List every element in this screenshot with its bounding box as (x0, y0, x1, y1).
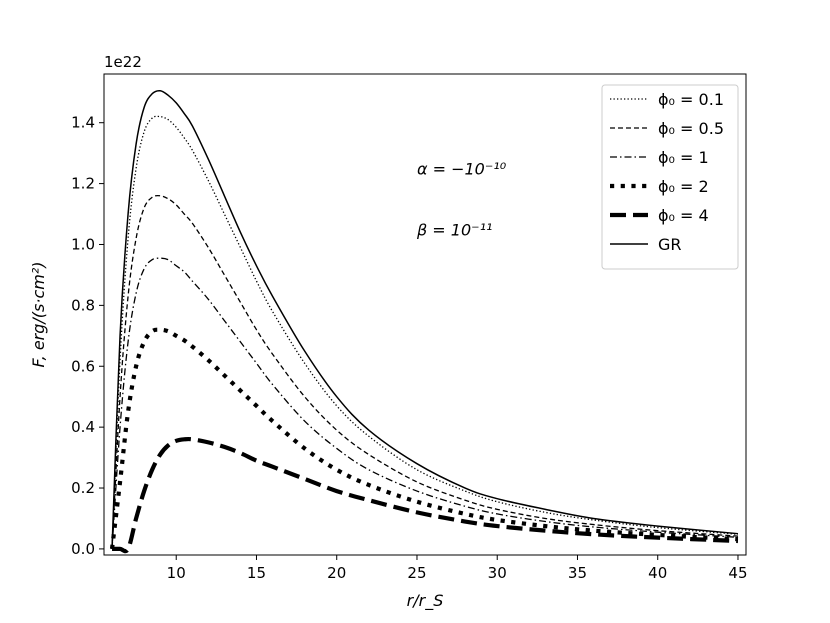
annotation-alpha-text: α = −10⁻¹⁰ (417, 159, 507, 178)
plot-area (109, 89, 739, 554)
y-tick-label: 1.2 (71, 175, 95, 193)
x-tick-label: 40 (648, 564, 667, 582)
series-line-0 (111, 115, 739, 549)
legend-item: ϕ₀ = 2 (610, 177, 709, 196)
legend-item: ϕ₀ = 1 (610, 148, 709, 167)
legend-label: ϕ₀ = 1 (658, 148, 709, 167)
legend-item: GR (610, 235, 682, 254)
legend-item: ϕ₀ = 0.1 (610, 90, 724, 109)
x-tick-label: 20 (327, 564, 346, 582)
legend-label: ϕ₀ = 0.1 (658, 90, 724, 109)
legend: ϕ₀ = 0.1 ϕ₀ = 0.5 ϕ₀ = 1 ϕ₀ = 2 ϕ₀ = 4 GR (601, 84, 739, 270)
series-line-1 (111, 194, 739, 549)
legend-label: ϕ₀ = 0.5 (658, 119, 724, 138)
x-tick-label: 15 (247, 564, 266, 582)
x-tick-label: 10 (167, 564, 186, 582)
y-tick-label: 0.2 (71, 479, 95, 497)
legend-item: ϕ₀ = 0.5 (610, 119, 724, 138)
y-tick-label: 0.8 (71, 296, 95, 314)
plot-frame (103, 73, 747, 556)
legend-label: ϕ₀ = 2 (658, 177, 709, 196)
x-tick-label: 35 (568, 564, 587, 582)
axes: 10 15 20 25 30 35 40 45 0.0 0.2 0.4 0.6 0.8 1.0 1.2 1.4 (71, 73, 748, 582)
legend-label: GR (658, 235, 682, 254)
series-line-2 (111, 257, 739, 549)
y-tick-label: 0.6 (71, 357, 95, 375)
y-tick-label: 1.4 (71, 114, 95, 132)
annotation-beta-text: β = 10⁻¹¹ (416, 220, 492, 239)
series-line-4 (112, 436, 739, 554)
annotation-beta: β = 10⁻¹¹ (416, 220, 492, 239)
legend-box (601, 84, 739, 270)
y-axis-label: F, erg/(s·cm²) (29, 262, 48, 368)
x-tick-label: 25 (407, 564, 426, 582)
legend-item: ϕ₀ = 4 (610, 206, 709, 225)
x-tick-label: 30 (488, 564, 507, 582)
annotation-alpha: α = −10⁻¹⁰ (417, 159, 507, 178)
svg-text:r/r_S: r/r_S (407, 591, 444, 611)
y-tick-label: 1.0 (71, 235, 95, 253)
y-offset-text: 1e22 (104, 53, 142, 71)
x-tick-label: 45 (728, 564, 747, 582)
series-line-5 (111, 89, 739, 549)
y-tick-label: 0.0 (71, 540, 95, 558)
x-axis-label: r/r_S (407, 591, 444, 611)
svg-text:F, erg/(s·cm²): F, erg/(s·cm²) (29, 262, 48, 368)
y-tick-label: 0.4 (71, 418, 95, 436)
series-line-3 (109, 327, 739, 550)
legend-label: ϕ₀ = 4 (658, 206, 709, 225)
